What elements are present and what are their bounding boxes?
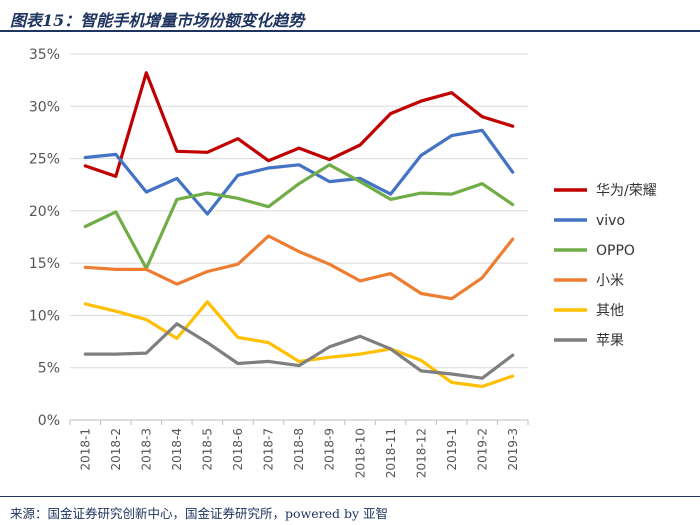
y-tick-label: 35% xyxy=(29,47,60,63)
x-tick-label: 2019-1 xyxy=(445,428,459,471)
series-line-苹果 xyxy=(83,322,515,380)
y-tick-label: 20% xyxy=(29,204,60,220)
y-tick-label: 10% xyxy=(29,308,60,324)
x-tick-label: 2018-3 xyxy=(140,428,154,471)
legend-label: 小米 xyxy=(596,273,624,289)
series-line-华为/荣耀 xyxy=(83,71,515,178)
series-line-小米 xyxy=(83,234,515,301)
series-line-vivo xyxy=(83,128,515,216)
x-axis-ticks: 2018-1 2018-2 2018-3 2018-4 2018-5 2018-6 2018… xyxy=(69,420,529,478)
x-tick-label: 2018-6 xyxy=(231,428,245,471)
footer-rule xyxy=(0,496,700,497)
source-note: 来源：国金证券研究创新中心，国金证券研究所，powered by 亚智 xyxy=(10,506,389,521)
x-tick-label: 2018-2 xyxy=(109,428,123,471)
series-line-OPPO xyxy=(83,163,515,270)
x-tick-label: 2018-4 xyxy=(170,428,184,471)
series-line-其他 xyxy=(83,300,515,389)
legend-label: vivo xyxy=(596,213,625,229)
legend-label: OPPO xyxy=(596,243,635,259)
x-tick-label: 2018-5 xyxy=(201,428,215,471)
x-tick-label: 2018-8 xyxy=(292,428,306,471)
y-axis-ticks: 0% 5% 10% 15% 20% 25% 30% 35% xyxy=(29,47,60,429)
x-tick-label: 2018-7 xyxy=(262,428,276,471)
y-tick-label: 0% xyxy=(38,413,60,429)
legend-label: 华为/荣耀 xyxy=(596,183,657,199)
line-chart: 0%5%10%15%20%25%30%35% 2018-1 2018-2 2018-… xyxy=(29,47,657,478)
x-tick-label: 2018-10 xyxy=(353,428,367,478)
y-tick-label: 30% xyxy=(29,99,60,115)
legend-label: 其他 xyxy=(596,303,624,319)
x-tick-label: 2019-3 xyxy=(506,428,520,471)
x-tick-label: 2018-11 xyxy=(384,428,398,478)
x-tick-label: 2019-2 xyxy=(475,428,489,471)
figure-title: 图表15：智能手机增量市场份额变化趋势 xyxy=(10,11,305,30)
series-lines xyxy=(83,71,515,389)
grid-lines xyxy=(70,53,528,421)
x-tick-label: 2018-9 xyxy=(323,428,337,471)
y-tick-label: 15% xyxy=(29,256,60,272)
x-tick-label: 2018-1 xyxy=(78,428,92,471)
y-tick-label: 5% xyxy=(38,361,60,377)
y-tick-label: 25% xyxy=(29,152,60,168)
title-rule xyxy=(0,30,700,32)
x-tick-label: 2018-12 xyxy=(414,428,428,478)
legend-label: 苹果 xyxy=(596,333,624,349)
